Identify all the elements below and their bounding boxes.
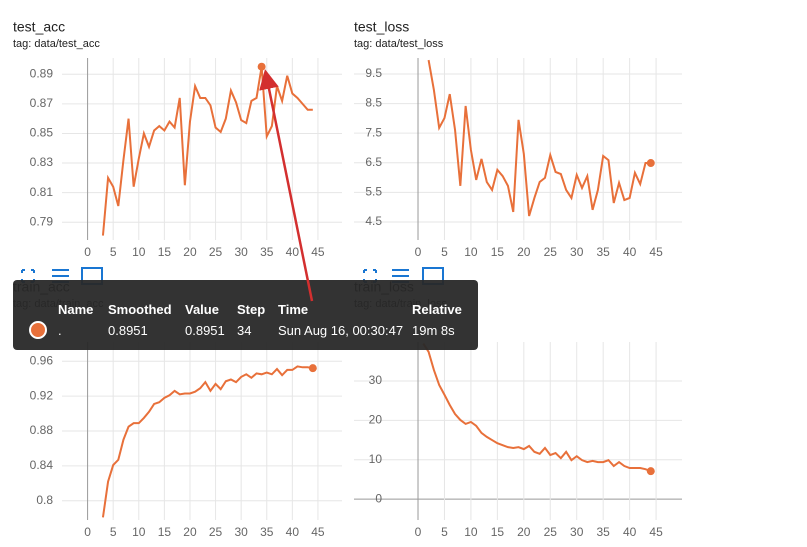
chart-panel: test_loss tag: data/test_loss 4.5 5.5 6.5 7.5… <box>354 19 682 259</box>
series-line <box>101 66 313 236</box>
tooltip-step: 34 <box>237 323 252 338</box>
x-tick-label: 45 <box>649 245 663 259</box>
y-tick-label: 0.88 <box>30 423 54 437</box>
point-marker <box>646 467 655 476</box>
y-tick-label: 0.89 <box>30 66 54 80</box>
x-tick-label: 35 <box>260 245 274 259</box>
y-tick-label: 0.92 <box>30 388 54 402</box>
y-tick-label: 0.96 <box>30 353 54 367</box>
y-tick-label: 9.5 <box>365 66 382 80</box>
tooltip-relative: 19m 8s <box>412 323 455 338</box>
x-tick-label: 5 <box>110 245 117 259</box>
x-tick-label: 45 <box>649 525 663 539</box>
x-tick-label: 15 <box>491 525 505 539</box>
tooltip-value: 0.8951 <box>185 323 225 338</box>
x-tick-label: 0 <box>84 245 91 259</box>
y-tick-label: 10 <box>369 452 383 466</box>
x-tick-label: 40 <box>623 245 637 259</box>
chart-title: test_acc <box>13 19 65 35</box>
y-tick-label: 0.85 <box>30 126 54 140</box>
tooltip-header: Name <box>58 302 94 317</box>
x-tick-label: 10 <box>132 245 146 259</box>
x-tick-label: 10 <box>132 525 146 539</box>
run-swatch <box>29 321 47 339</box>
tooltip-header: Smoothed <box>108 302 172 317</box>
y-tick-label: 4.5 <box>365 214 382 228</box>
x-tick-label: 15 <box>158 525 172 539</box>
tooltip-time: Sun Aug 16, 00:30:47 <box>278 323 404 338</box>
chart-panel: test_acc tag: data/test_acc 0.79 0.81 0.83 0.… <box>13 19 342 259</box>
x-tick-label: 20 <box>517 525 531 539</box>
y-tick-label: 20 <box>369 413 383 427</box>
chart-title: test_loss <box>354 19 409 35</box>
x-tick-label: 5 <box>441 245 448 259</box>
x-tick-label: 15 <box>158 245 172 259</box>
x-tick-label: 5 <box>441 525 448 539</box>
x-tick-label: 25 <box>209 245 223 259</box>
chart-tag: tag: data/test_loss <box>354 38 444 50</box>
point-marker <box>646 159 655 168</box>
x-tick-label: 0 <box>84 525 91 539</box>
y-tick-label: 0 <box>375 491 382 505</box>
y-tick-label: 5.5 <box>365 185 382 199</box>
x-tick-label: 10 <box>464 525 478 539</box>
y-tick-label: 30 <box>369 373 383 387</box>
x-tick-label: 10 <box>464 245 478 259</box>
y-tick-label: 6.5 <box>365 155 382 169</box>
x-tick-label: 30 <box>234 245 248 259</box>
x-tick-label: 35 <box>596 245 610 259</box>
x-tick-label: 25 <box>544 245 558 259</box>
y-tick-label: 7.5 <box>365 125 382 139</box>
x-tick-label: 45 <box>311 245 325 259</box>
chart-tag: tag: data/test_acc <box>13 38 100 50</box>
x-tick-label: 15 <box>491 245 505 259</box>
y-tick-label: 0.8 <box>36 493 53 507</box>
x-tick-label: 25 <box>544 525 558 539</box>
y-tick-label: 0.87 <box>30 96 54 110</box>
x-tick-label: 45 <box>311 525 325 539</box>
point-marker <box>308 364 317 373</box>
x-tick-label: 30 <box>570 525 584 539</box>
x-tick-label: 20 <box>517 245 531 259</box>
x-tick-label: 35 <box>260 525 274 539</box>
x-tick-label: 30 <box>234 525 248 539</box>
tooltip-smoothed: 0.8951 <box>108 323 148 338</box>
tooltip-name: . <box>58 323 62 338</box>
x-tick-label: 40 <box>286 525 300 539</box>
series-line <box>427 59 651 217</box>
tooltip: Name Smoothed Value Step Time Relative .… <box>13 280 478 350</box>
x-tick-label: 35 <box>596 525 610 539</box>
y-tick-label: 0.81 <box>30 185 54 199</box>
x-tick-label: 0 <box>415 525 422 539</box>
tooltip-header: Value <box>185 302 219 317</box>
series-line <box>101 365 313 518</box>
x-tick-label: 20 <box>183 245 197 259</box>
y-tick-label: 0.84 <box>30 458 54 472</box>
x-tick-label: 40 <box>623 525 637 539</box>
tooltip-header: Relative <box>412 302 462 317</box>
tooltip-header: Step <box>237 302 266 317</box>
x-tick-label: 30 <box>570 245 584 259</box>
tooltip-header: Time <box>278 302 309 317</box>
y-tick-label: 0.83 <box>30 155 54 169</box>
y-tick-label: 8.5 <box>365 96 382 110</box>
series-line <box>422 343 652 473</box>
x-tick-label: 25 <box>209 525 223 539</box>
x-tick-label: 0 <box>415 245 422 259</box>
x-tick-label: 40 <box>286 245 300 259</box>
point-marker <box>257 62 266 71</box>
x-tick-label: 20 <box>183 525 197 539</box>
x-tick-label: 5 <box>110 525 117 539</box>
y-tick-label: 0.79 <box>30 214 54 228</box>
